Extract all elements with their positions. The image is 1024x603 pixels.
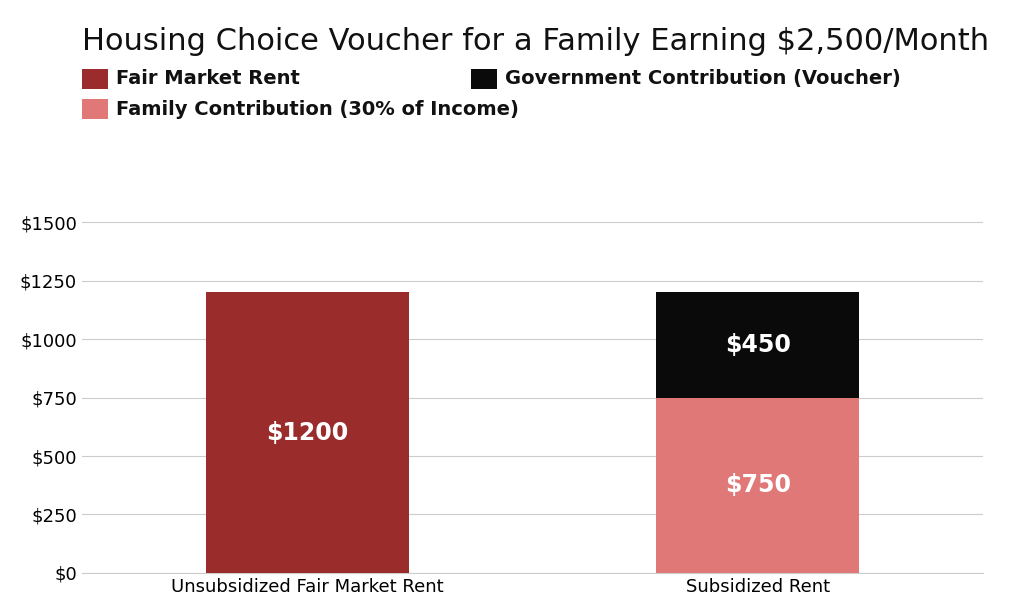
Text: Housing Choice Voucher for a Family Earning $2,500/Month: Housing Choice Voucher for a Family Earn… bbox=[82, 27, 989, 56]
Text: Family Contribution (30% of Income): Family Contribution (30% of Income) bbox=[116, 99, 518, 119]
Bar bbox=[656, 292, 859, 397]
Text: $1200: $1200 bbox=[266, 421, 348, 444]
Text: $450: $450 bbox=[725, 333, 791, 357]
Text: $750: $750 bbox=[725, 473, 791, 497]
Bar bbox=[656, 397, 859, 573]
Bar bbox=[206, 292, 409, 573]
Text: Government Contribution (Voucher): Government Contribution (Voucher) bbox=[505, 69, 900, 89]
Text: Fair Market Rent: Fair Market Rent bbox=[116, 69, 300, 89]
